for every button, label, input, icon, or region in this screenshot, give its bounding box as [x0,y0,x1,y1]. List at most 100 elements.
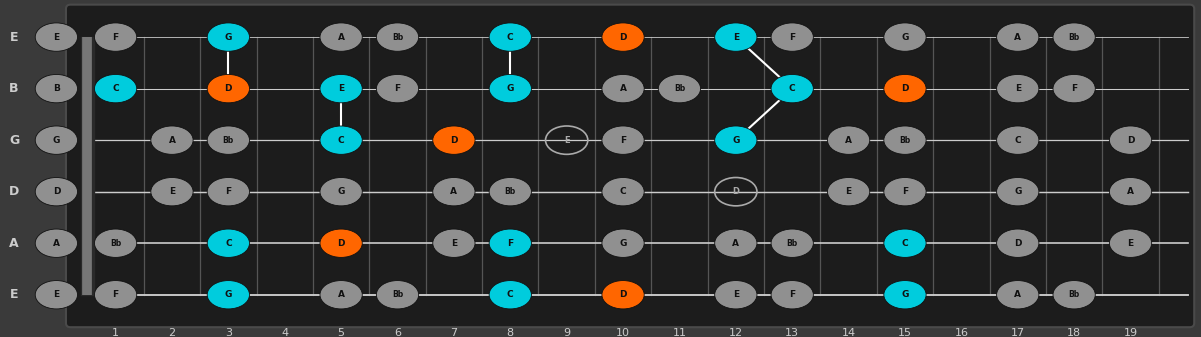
Ellipse shape [602,229,644,257]
Text: A: A [620,84,627,93]
Text: G: G [225,290,232,299]
Text: D: D [901,84,909,93]
Text: 12: 12 [729,328,743,337]
Ellipse shape [827,178,870,206]
Text: 16: 16 [955,328,968,337]
Ellipse shape [715,126,757,154]
Ellipse shape [151,126,193,154]
Text: A: A [1015,290,1021,299]
Ellipse shape [208,178,250,206]
Text: A: A [846,136,852,145]
Text: D: D [733,187,740,196]
Text: C: C [620,187,627,196]
Text: C: C [225,239,232,248]
Text: Bb: Bb [674,84,685,93]
Ellipse shape [997,229,1039,257]
Text: G: G [225,33,232,41]
Text: F: F [113,290,119,299]
Text: G: G [901,290,909,299]
Ellipse shape [489,229,531,257]
Ellipse shape [1053,23,1095,51]
Ellipse shape [997,281,1039,309]
Text: 15: 15 [898,328,912,337]
Ellipse shape [997,126,1039,154]
Ellipse shape [35,126,78,154]
Ellipse shape [151,178,193,206]
Text: E: E [733,33,739,41]
Ellipse shape [489,74,531,103]
Ellipse shape [997,23,1039,51]
Text: B: B [53,84,60,93]
Text: E: E [1015,84,1021,93]
Ellipse shape [95,281,137,309]
Ellipse shape [715,23,757,51]
Text: 11: 11 [673,328,687,337]
Ellipse shape [602,281,644,309]
Ellipse shape [319,281,363,309]
Text: G: G [901,33,909,41]
Ellipse shape [771,281,813,309]
Text: E: E [450,239,456,248]
Ellipse shape [376,281,419,309]
Ellipse shape [208,23,250,51]
Ellipse shape [602,178,644,206]
Text: Bb: Bb [1069,290,1080,299]
Ellipse shape [35,23,78,51]
Text: G: G [8,134,19,147]
Ellipse shape [997,178,1039,206]
Ellipse shape [602,126,644,154]
Text: 14: 14 [842,328,855,337]
Text: 5: 5 [337,328,345,337]
Ellipse shape [997,74,1039,103]
Text: C: C [902,239,908,248]
Text: F: F [902,187,908,196]
Text: A: A [1015,33,1021,41]
Text: 17: 17 [1011,328,1024,337]
Ellipse shape [432,126,476,154]
Text: 6: 6 [394,328,401,337]
Ellipse shape [771,23,813,51]
Text: 2: 2 [168,328,175,337]
Ellipse shape [376,23,419,51]
Ellipse shape [319,126,363,154]
Text: A: A [1127,187,1134,196]
Text: F: F [1071,84,1077,93]
Text: D: D [1014,239,1022,248]
Text: F: F [113,33,119,41]
Ellipse shape [1110,178,1152,206]
Text: E: E [1128,239,1134,248]
Text: D: D [337,239,345,248]
Ellipse shape [319,23,363,51]
Text: E: E [169,187,175,196]
Text: D: D [620,290,627,299]
Text: F: F [789,33,795,41]
Text: 18: 18 [1066,328,1081,337]
Ellipse shape [884,178,926,206]
Ellipse shape [602,23,644,51]
Ellipse shape [602,74,644,103]
Ellipse shape [489,23,531,51]
Ellipse shape [489,281,531,309]
Ellipse shape [95,229,137,257]
Text: G: G [53,136,60,145]
Text: D: D [450,136,458,145]
Ellipse shape [208,74,250,103]
Ellipse shape [35,74,78,103]
Ellipse shape [884,74,926,103]
Text: F: F [507,239,513,248]
Text: 13: 13 [785,328,799,337]
Ellipse shape [208,126,250,154]
Text: 19: 19 [1123,328,1137,337]
Ellipse shape [35,281,78,309]
Text: F: F [394,84,401,93]
Text: Bb: Bb [1069,33,1080,41]
Ellipse shape [35,178,78,206]
Text: E: E [10,31,18,43]
Text: 4: 4 [281,328,288,337]
Text: E: E [733,290,739,299]
Text: E: E [53,33,59,41]
Ellipse shape [715,229,757,257]
Text: A: A [53,239,60,248]
Text: C: C [789,84,795,93]
Text: G: G [1014,187,1021,196]
